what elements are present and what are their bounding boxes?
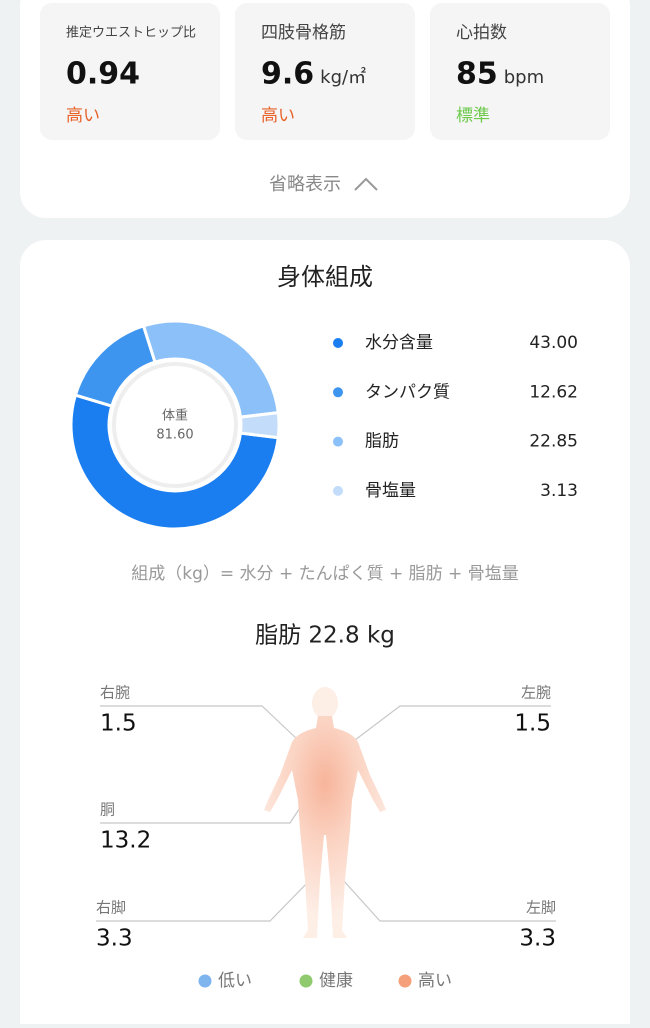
metric-value: 0.94 <box>66 57 140 92</box>
metric-unit: bpm <box>504 67 544 88</box>
legend-name: 水分含量 <box>365 333 433 353</box>
body-figure <box>264 687 386 938</box>
donut-center <box>112 362 238 488</box>
metric-label: 四肢骨格筋 <box>261 23 346 43</box>
legend-name: 骨塩量 <box>365 481 416 501</box>
fat-legend-dot <box>198 974 212 988</box>
metric-status: 高い <box>66 106 100 126</box>
fat-title: 脂肪 22.8 kg <box>255 623 395 649</box>
metric-status: 標準 <box>456 106 490 126</box>
segment-value: 3.3 <box>519 926 556 952</box>
segment-value: 3.3 <box>96 926 133 952</box>
legend-dot <box>333 387 343 398</box>
legend-value: 43.00 <box>529 333 578 353</box>
metric-status: 高い <box>261 106 295 126</box>
legend-dot <box>333 338 343 348</box>
center-label: 体重 <box>162 408 188 424</box>
legend-value: 3.13 <box>540 481 578 501</box>
metric-unit: kg/㎡ <box>320 66 366 88</box>
metric-tile <box>40 3 220 140</box>
leader-lines <box>96 705 556 922</box>
metric-tile <box>430 3 610 140</box>
metric-value: 85 <box>456 57 498 92</box>
legend-dot <box>333 485 343 496</box>
collapse[interactable]: 省略表示 <box>269 174 341 195</box>
segment-value: 13.2 <box>100 828 151 854</box>
fat-legend-name: 高い <box>418 971 452 991</box>
segment-value: 1.5 <box>514 711 551 737</box>
legend-value: 22.85 <box>529 432 578 452</box>
fat-legend-dot <box>398 974 412 988</box>
metric-label: 心拍数 <box>456 23 507 43</box>
legend-name: 脂肪 <box>365 432 399 452</box>
chevron-up[interactable] <box>354 177 378 191</box>
segment-name: 左腕 <box>521 684 551 702</box>
legend-name: タンパク質 <box>365 382 450 402</box>
formula: 組成（kg）= 水分 + たんぱく質 + 脂肪 + 骨塩量 <box>131 564 518 584</box>
metric-tile <box>235 3 415 140</box>
segment-value: 1.5 <box>100 711 137 737</box>
segment-name: 右腕 <box>100 684 130 702</box>
segment-name: 右脚 <box>96 899 126 917</box>
fat-legend-name: 健康 <box>319 971 353 991</box>
segment-name: 胴 <box>100 801 115 819</box>
fat-legend-dot <box>299 974 313 988</box>
metric-value: 9.6 <box>261 57 314 92</box>
fat-legend-name: 低い <box>218 971 252 991</box>
legend-value: 12.62 <box>529 382 578 402</box>
segment-name: 左脚 <box>526 899 556 917</box>
metric-label: 推定ウエストヒップ比 <box>66 26 196 41</box>
composition-title: 身体組成 <box>277 263 373 291</box>
center-value: 81.60 <box>156 428 193 443</box>
donut-segment <box>69 393 280 531</box>
legend-dot <box>333 436 343 447</box>
donut-segment <box>238 411 281 440</box>
